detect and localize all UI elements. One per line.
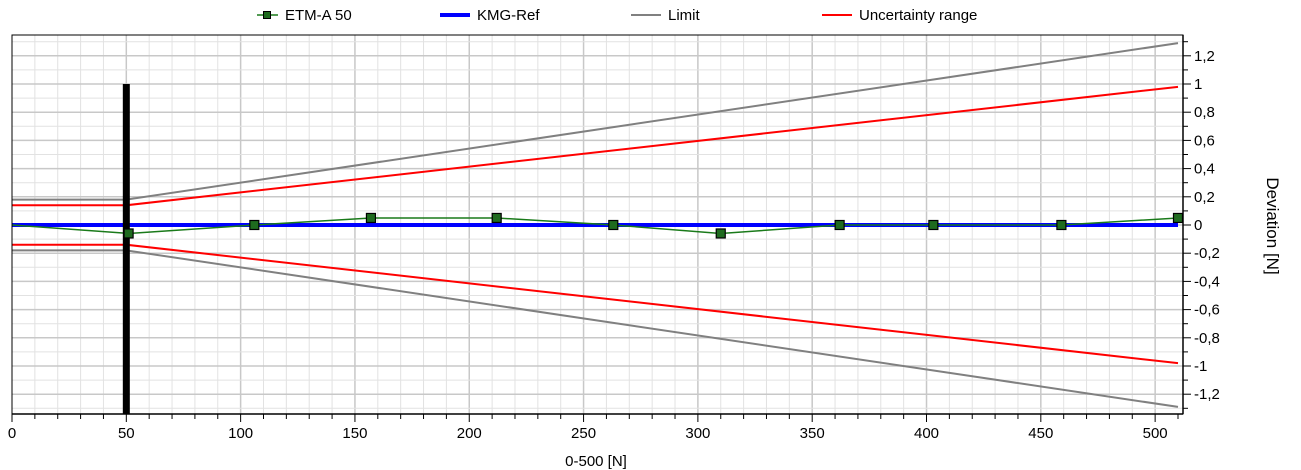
x-tick-label: 50 <box>118 425 135 442</box>
legend-item-uncertainty-range: Uncertainty range <box>822 7 977 24</box>
y-tick-label: 1 <box>1194 76 1202 93</box>
x-tick-label: 300 <box>685 425 710 442</box>
y-tick-label: 0,2 <box>1194 189 1215 206</box>
data-point-etm-a-50 <box>1056 219 1067 231</box>
y-tick-label: -0,2 <box>1194 245 1220 262</box>
legend: ETM-A 50 KMG-Ref Limit Uncertainty range <box>257 7 977 24</box>
series-line-limit-lower <box>12 249 1179 408</box>
y-tick-label: -0,8 <box>1194 330 1220 347</box>
legend-item-kmg-ref: KMG-Ref <box>440 7 540 24</box>
y-tick-label: 1,2 <box>1194 48 1215 65</box>
data-point-etm-a-50 <box>608 219 619 231</box>
x-tick-label: 400 <box>914 425 939 442</box>
legend-marker-etm-a-50 <box>263 11 271 19</box>
x-axis-title: 0-500 [N] <box>565 453 627 470</box>
y-axis-title: Deviation [N] <box>1263 177 1282 274</box>
legend-label-limit: Limit <box>668 7 701 24</box>
legend-label-kmg-ref: KMG-Ref <box>477 7 540 24</box>
x-tick-label: 150 <box>342 425 367 442</box>
x-tick-label: 250 <box>571 425 596 442</box>
x-tick-label: 450 <box>1028 425 1053 442</box>
legend-label-etm-a-50: ETM-A 50 <box>285 7 352 24</box>
y-tick-label: -1,2 <box>1194 386 1220 403</box>
data-point-etm-a-50 <box>491 212 502 224</box>
legend-item-limit: Limit <box>631 7 701 24</box>
x-tick-label: 200 <box>457 425 482 442</box>
legend-item-etm-a-50: ETM-A 50 <box>257 7 352 24</box>
x-tick-label: 0 <box>8 425 16 442</box>
data-point-etm-a-50 <box>365 212 377 224</box>
legend-label-uncertainty-range: Uncertainty range <box>859 7 977 24</box>
marker-bar <box>122 84 130 414</box>
series-line-uncertainty-range-lower <box>12 243 1179 365</box>
series-line-limit-upper <box>12 42 1179 201</box>
series-line-uncertainty-range-upper <box>12 85 1179 207</box>
y-tick-label: -0,4 <box>1194 273 1220 290</box>
data-point-etm-a-50 <box>249 219 260 231</box>
data-point-etm-a-50 <box>834 219 845 231</box>
x-tick-label: 350 <box>800 425 825 442</box>
y-tick-label: 0,4 <box>1194 161 1215 178</box>
y-tick-label: -0,6 <box>1194 302 1220 319</box>
plot-area <box>11 42 1184 414</box>
data-point-etm-a-50 <box>715 228 726 239</box>
data-point-etm-a-50 <box>123 228 134 239</box>
axes: 0 50 100 150 200 250 300 350 400 450 500 1,2 1 0,8 0,6… <box>8 34 1220 442</box>
y-tick-label: 0 <box>1194 217 1202 234</box>
x-tick-label: 100 <box>228 425 253 442</box>
y-tick-label: -1 <box>1194 358 1207 375</box>
y-tick-label: 0,8 <box>1194 104 1215 121</box>
data-point-etm-a-50 <box>928 219 939 231</box>
y-tick-label: 0,6 <box>1194 132 1215 149</box>
data-point-etm-a-50 <box>1172 212 1184 224</box>
x-tick-label: 500 <box>1143 425 1168 442</box>
